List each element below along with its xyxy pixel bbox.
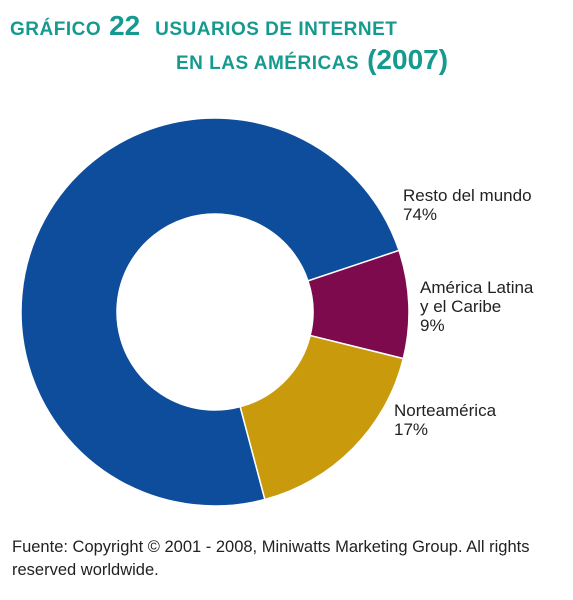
- slice-value-label: 9%: [420, 316, 445, 335]
- title-label: Gráfico: [10, 19, 102, 40]
- source-note: Fuente: Copyright © 2001 - 2008, Miniwat…: [12, 538, 530, 579]
- slice-name-label: Resto del mundo: [403, 186, 532, 205]
- slice-resto-del-mundo: [20, 117, 400, 507]
- chart-title: Gráfico 22 Usuarios de Internet en las A…: [10, 10, 448, 76]
- slice-value-label: 17%: [394, 420, 428, 439]
- slice-name-label: América Latina: [420, 278, 534, 297]
- title-line1: Usuarios de Internet: [155, 19, 398, 40]
- slice-name-label: Norteamérica: [394, 401, 497, 420]
- slice-value-label: 74%: [403, 205, 437, 224]
- slice-name-label: y el Caribe: [420, 297, 501, 316]
- slice-norteamérica: [239, 334, 405, 501]
- title-number: 22: [109, 10, 141, 41]
- title-line2: en las Américas: [176, 53, 360, 74]
- title-year: (2007): [367, 44, 449, 75]
